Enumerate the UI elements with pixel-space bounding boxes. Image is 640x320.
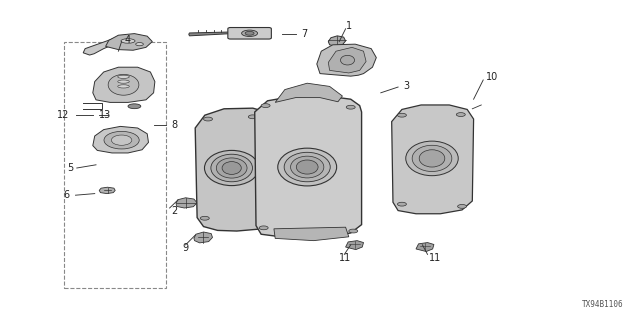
Ellipse shape: [284, 152, 330, 182]
Ellipse shape: [245, 31, 254, 35]
Ellipse shape: [211, 154, 253, 182]
Ellipse shape: [419, 150, 445, 167]
Polygon shape: [195, 108, 274, 231]
Text: 10: 10: [486, 72, 499, 82]
Ellipse shape: [216, 158, 247, 178]
Polygon shape: [328, 47, 366, 73]
Polygon shape: [93, 67, 155, 102]
Polygon shape: [83, 38, 125, 55]
Ellipse shape: [278, 148, 337, 186]
Text: 4: 4: [125, 35, 131, 45]
Ellipse shape: [118, 75, 129, 78]
Ellipse shape: [261, 104, 270, 108]
Ellipse shape: [205, 150, 259, 186]
Polygon shape: [255, 96, 362, 238]
Ellipse shape: [111, 135, 132, 145]
Text: 9: 9: [182, 243, 189, 253]
Ellipse shape: [346, 105, 355, 109]
Ellipse shape: [397, 202, 406, 206]
Ellipse shape: [412, 145, 452, 172]
Ellipse shape: [121, 39, 135, 43]
Text: 11: 11: [339, 252, 351, 263]
Polygon shape: [106, 34, 152, 50]
Ellipse shape: [257, 220, 266, 224]
Polygon shape: [346, 241, 364, 250]
Polygon shape: [189, 32, 232, 36]
Ellipse shape: [242, 30, 258, 36]
Ellipse shape: [108, 74, 139, 95]
Ellipse shape: [296, 160, 318, 174]
Ellipse shape: [222, 162, 241, 174]
Ellipse shape: [204, 117, 212, 121]
Ellipse shape: [118, 80, 129, 83]
Text: 5: 5: [67, 163, 74, 173]
Polygon shape: [274, 227, 349, 241]
Ellipse shape: [349, 229, 358, 233]
Ellipse shape: [397, 113, 406, 117]
FancyBboxPatch shape: [228, 28, 271, 39]
Ellipse shape: [291, 156, 324, 178]
Polygon shape: [176, 198, 197, 208]
Ellipse shape: [128, 104, 141, 108]
Text: 13: 13: [99, 110, 111, 120]
Polygon shape: [275, 83, 342, 102]
Ellipse shape: [118, 85, 129, 88]
Polygon shape: [392, 105, 474, 214]
Text: 12: 12: [57, 110, 69, 120]
Ellipse shape: [456, 113, 465, 116]
Ellipse shape: [458, 204, 467, 208]
Ellipse shape: [248, 115, 257, 119]
Ellipse shape: [340, 55, 355, 65]
Polygon shape: [99, 187, 115, 194]
Polygon shape: [194, 232, 212, 243]
Text: 11: 11: [429, 252, 441, 263]
Text: TX94B1106: TX94B1106: [582, 300, 624, 309]
Ellipse shape: [259, 226, 268, 230]
Ellipse shape: [136, 43, 143, 46]
Polygon shape: [317, 44, 376, 76]
Polygon shape: [328, 36, 346, 46]
Bar: [64, 42, 166, 288]
Polygon shape: [93, 126, 148, 153]
Text: 3: 3: [403, 81, 410, 92]
Ellipse shape: [104, 131, 140, 149]
Text: 8: 8: [172, 120, 178, 130]
Text: 7: 7: [301, 28, 307, 39]
Ellipse shape: [406, 141, 458, 176]
Polygon shape: [416, 243, 434, 252]
Text: 6: 6: [63, 190, 69, 200]
Text: 2: 2: [172, 205, 178, 216]
Text: 1: 1: [346, 20, 352, 31]
Ellipse shape: [200, 216, 209, 220]
